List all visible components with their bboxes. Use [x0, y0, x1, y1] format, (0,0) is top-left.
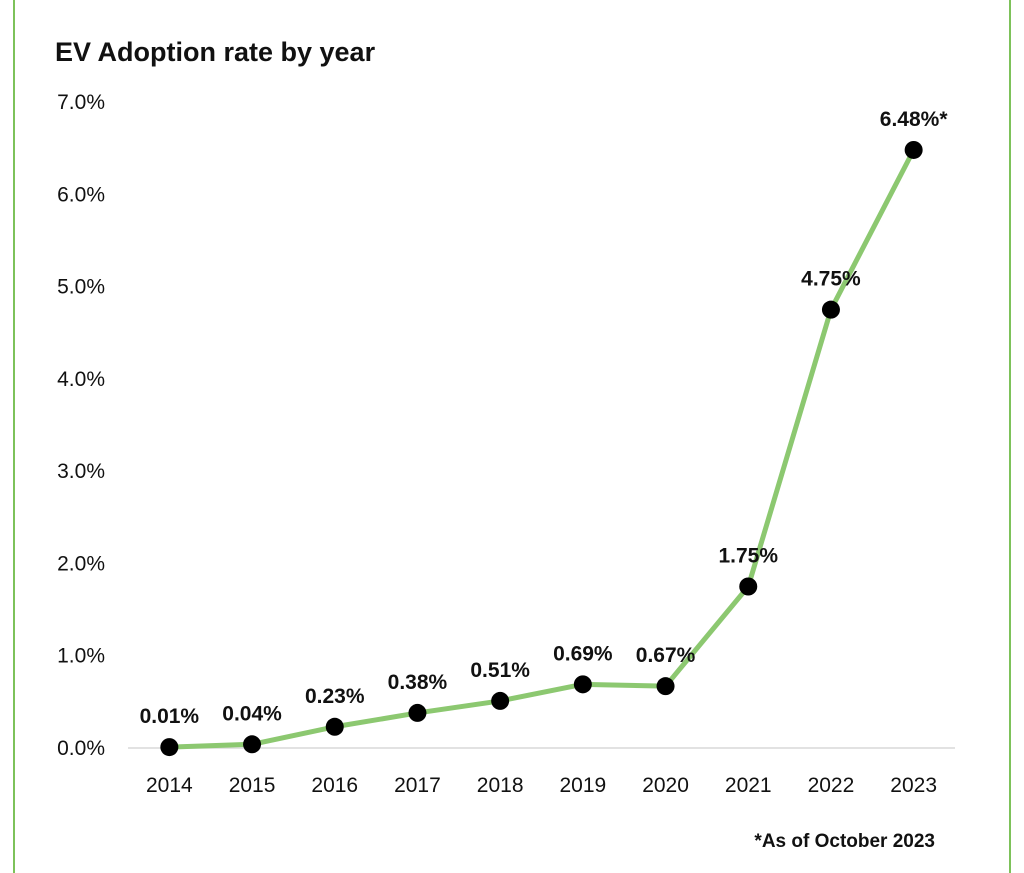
- x-tick-label: 2019: [559, 774, 606, 797]
- data-point: [325, 717, 344, 736]
- data-label: 0.51%: [470, 659, 530, 682]
- data-point: [243, 735, 262, 754]
- data-label: 0.69%: [553, 642, 613, 665]
- y-tick-label: 0.0%: [57, 737, 105, 760]
- x-tick-label: 2014: [146, 774, 193, 797]
- data-point: [573, 675, 592, 694]
- data-points: [160, 140, 923, 757]
- data-point: [408, 703, 427, 722]
- data-point: [904, 140, 923, 159]
- x-tick-label: 2022: [808, 774, 855, 797]
- data-label: 0.01%: [140, 705, 200, 728]
- x-tick-label: 2016: [311, 774, 358, 797]
- x-tick-label: 2015: [229, 774, 276, 797]
- data-label: 0.04%: [222, 702, 282, 725]
- y-tick-label: 5.0%: [57, 276, 105, 299]
- footnote: *As of October 2023: [754, 831, 935, 852]
- x-tick-label: 2020: [642, 774, 689, 797]
- data-label: 4.75%: [801, 268, 861, 291]
- data-point: [656, 677, 675, 696]
- x-tick-label: 2018: [477, 774, 524, 797]
- data-point: [160, 738, 179, 757]
- y-axis-ticks: 0.0% 1.0% 2.0% 3.0% 4.0% 5.0% 6.0% 7.0%: [57, 91, 105, 760]
- data-label: 1.75%: [718, 545, 778, 568]
- data-label: 6.48%*: [880, 108, 949, 131]
- data-point: [821, 300, 840, 319]
- x-tick-label: 2021: [725, 774, 772, 797]
- chart-frame: [13, 0, 1011, 873]
- y-tick-label: 3.0%: [57, 460, 105, 483]
- data-labels: 0.01% 0.04% 0.23% 0.38% 0.51% 0.69% 0.67% 1.75%…: [140, 108, 949, 728]
- data-label: 0.23%: [305, 685, 365, 708]
- x-tick-label: 2017: [394, 774, 441, 797]
- y-tick-label: 1.0%: [57, 645, 105, 668]
- x-axis-ticks: 2014 2015 2016 2017 2018 2019 2020 2021 2022 2023: [146, 774, 937, 797]
- data-label: 0.67%: [636, 644, 696, 667]
- y-tick-label: 4.0%: [57, 368, 105, 391]
- y-tick-label: 7.0%: [57, 91, 105, 114]
- x-tick-label: 2023: [890, 774, 937, 797]
- y-tick-label: 6.0%: [57, 183, 105, 206]
- data-point: [739, 577, 758, 596]
- y-tick-label: 2.0%: [57, 552, 105, 575]
- chart-title: EV Adoption rate by year: [55, 37, 376, 67]
- data-point: [491, 691, 510, 710]
- data-label: 0.38%: [388, 671, 448, 694]
- series-line: [169, 148, 916, 750]
